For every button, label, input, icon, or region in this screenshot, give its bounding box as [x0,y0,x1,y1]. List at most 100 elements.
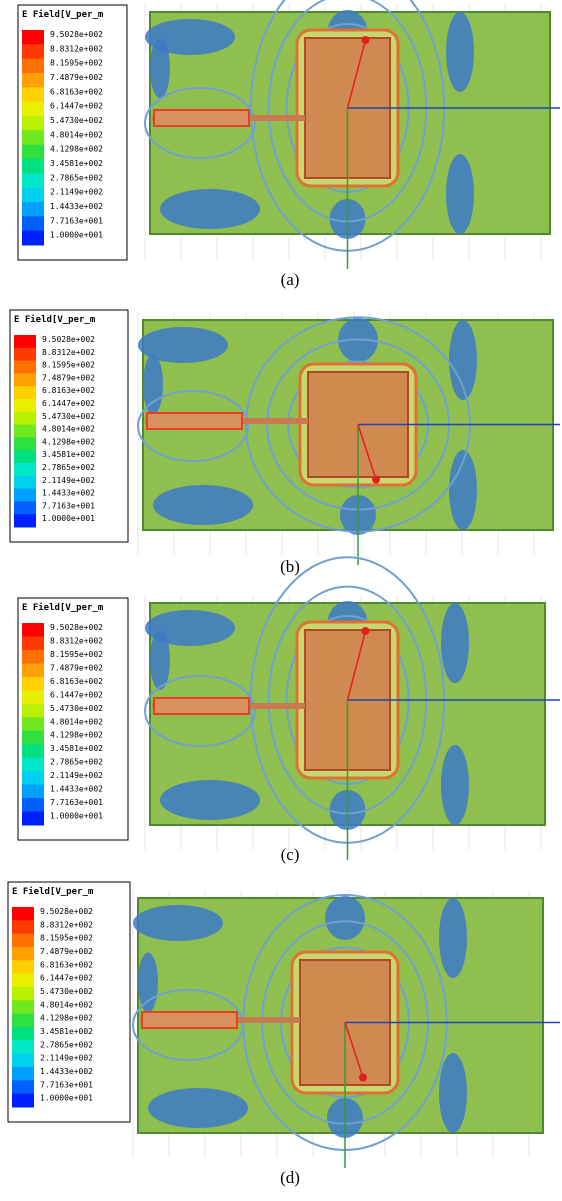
legend-swatch [22,116,44,131]
legend-swatch [12,987,34,1001]
legend-label: 4.8014e+002 [40,1000,93,1009]
caption: (c) [281,845,300,864]
legend-label: 3.4581e+002 [50,744,103,753]
legend-swatch [14,348,36,361]
legend-swatch [22,812,44,826]
legend-swatch [14,373,36,386]
legend-swatch [12,1014,34,1028]
legend-swatch [14,386,36,399]
page: {"panels": [ {"legend": {"title": "E Fie… [0,0,562,1201]
feed-strip [154,110,249,126]
legend-label: 1.0000e+001 [40,1094,93,1103]
legend-label: 1.0000e+001 [42,514,95,523]
legend-swatch [22,59,44,74]
legend-label: 7.4879e+002 [50,663,103,672]
legend-label: 1.0000e+001 [50,231,103,240]
field-region [148,1088,248,1128]
legend-label: 4.1298e+002 [50,731,103,740]
legend-title: E Field[V_per_m [12,886,94,897]
legend-swatch [22,758,44,772]
legend-label: 9.5028e+002 [40,907,93,916]
legend-swatch [22,717,44,731]
legend-label: 8.8312e+002 [40,920,93,929]
legend-swatch [22,216,44,231]
legend-swatch [12,960,34,974]
legend-label: 6.8163e+002 [42,386,95,395]
legend-swatch [22,731,44,745]
legend-swatch [22,44,44,59]
legend-swatch [22,231,44,246]
field-region [143,355,163,415]
legend-label: 6.1447e+002 [42,399,95,408]
legend-label: 6.8163e+002 [40,960,93,969]
field-region [441,745,469,825]
legend-swatch [22,690,44,704]
axis-origin-marker [359,1074,367,1082]
legend-label: 7.4879e+002 [40,947,93,956]
legend-label: 6.1447e+002 [50,690,103,699]
field-region [160,189,260,229]
legend-label: 1.4433e+002 [40,1067,93,1076]
legend-swatch [22,623,44,637]
legend-swatch [22,785,44,799]
legend-label: 7.7163e+001 [50,216,103,225]
field-region [150,38,170,98]
legend-label: 9.5028e+002 [50,30,103,39]
field-region [439,1053,467,1133]
legend-swatch [22,87,44,102]
legend-label: 7.7163e+001 [42,501,95,510]
caption: (d) [280,1168,300,1187]
legend-swatch [14,425,36,438]
legend-swatch [22,650,44,664]
caption: (b) [280,557,300,576]
legend-swatch [12,947,34,961]
legend-label: 2.7865e+002 [50,173,103,182]
legend-label: 5.4730e+002 [50,704,103,713]
axis-origin-marker [362,627,370,635]
legend-swatch [14,412,36,425]
field-region [138,953,158,1013]
legend-label: 4.1298e+002 [40,1014,93,1023]
legend-label: 9.5028e+002 [42,335,95,344]
legend-label: 2.1149e+002 [40,1054,93,1063]
legend-label: 8.1595e+002 [40,934,93,943]
legend-label: 8.8312e+002 [42,348,95,357]
legend-swatch [14,437,36,450]
legend-swatch [22,173,44,188]
legend-label: 8.1595e+002 [50,59,103,68]
field-region [446,12,474,92]
legend-swatch [14,489,36,502]
legend-swatch [12,934,34,948]
field-region [446,154,474,234]
legend-label: 8.1595e+002 [42,361,95,370]
legend-label: 8.8312e+002 [50,44,103,53]
legend-label: 2.7865e+002 [42,463,95,472]
legend-swatch [14,450,36,463]
legend-swatch [14,476,36,489]
legend-swatch [12,1094,34,1108]
legend-label: 2.1149e+002 [50,188,103,197]
legend-swatch [14,501,36,514]
feed-strip [154,698,249,714]
legend-label: 5.4730e+002 [40,987,93,996]
field-region [133,905,223,941]
legend-swatch [14,335,36,348]
axis-origin-marker [372,476,380,484]
field-region [441,603,469,683]
legend-swatch [22,30,44,45]
legend-swatch [22,663,44,677]
legend-label: 6.8163e+002 [50,677,103,686]
legend-swatch [22,744,44,758]
legend-label: 6.8163e+002 [50,87,103,96]
legend-swatch [22,704,44,718]
axis-origin-marker [362,36,370,44]
legend-label: 7.7163e+001 [40,1080,93,1089]
legend-label: 1.4433e+002 [50,785,103,794]
legend-swatch [22,677,44,691]
field-region [150,630,170,690]
legend-swatch [22,798,44,812]
legend-label: 5.4730e+002 [42,412,95,421]
legend-label: 2.1149e+002 [42,476,95,485]
legend-swatch [22,636,44,650]
legend-label: 3.4581e+002 [42,450,95,459]
